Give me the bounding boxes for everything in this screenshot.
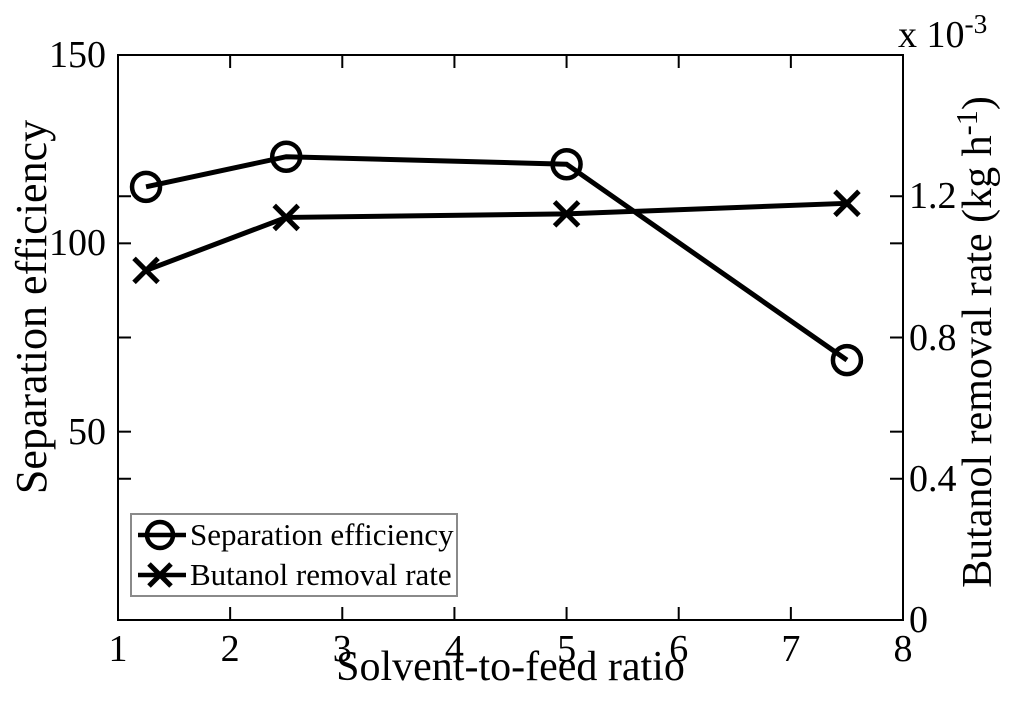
left-y-tick-label: 150	[49, 34, 106, 76]
exponent-base-text: x 10	[898, 14, 965, 56]
x-marker	[552, 200, 581, 228]
series-line-x	[145, 200, 848, 273]
x-tick-label: 5	[557, 628, 577, 670]
x-marker	[132, 256, 160, 285]
right-y-axis-label-superscript: -1	[950, 110, 984, 136]
right-y-axis-label-close: )	[955, 96, 1001, 111]
legend-entry-label: Separation efficiency	[190, 517, 454, 552]
series-line-circle	[145, 154, 849, 363]
legend-entry-separation-efficiency: Separation efficiency	[132, 515, 456, 555]
x-marker	[272, 203, 300, 232]
right-y-tick-label: 0.4	[909, 457, 957, 500]
left-y-tick-label: 100	[49, 222, 106, 265]
right-y-axis-label-text: Butanol removal rate (kg h	[955, 135, 1001, 588]
x-axis-label: Solvent-to-feed ratio	[336, 644, 685, 690]
right-y-axis-label: Butanol removal rate (kg h-1)	[950, 42, 1003, 642]
x-tick-label: 2	[220, 628, 240, 670]
x-marker	[833, 189, 861, 218]
legend-circle-marker	[144, 519, 176, 551]
x-marker-legend-icon	[138, 562, 186, 588]
right-y-tick-label: 1.2	[909, 175, 957, 218]
x-tick-label: 3	[332, 628, 352, 670]
x-tick-label: 4	[444, 628, 464, 670]
right-axis-exponent-label: x 10-3	[898, 10, 987, 56]
circle-marker-legend-icon	[138, 519, 186, 551]
legend-entry-label: Butanol removal rate	[190, 557, 452, 592]
left-y-axis-label: Separation efficiency	[7, 119, 56, 495]
circle-marker	[830, 343, 864, 377]
right-y-tick-label: 0.8	[909, 316, 957, 359]
right-y-tick-label: 0	[909, 599, 928, 641]
x-tick-label: 8	[893, 628, 913, 670]
circle-marker	[550, 147, 583, 181]
legend-entry-butanol-removal-rate: Butanol removal rate	[132, 555, 456, 595]
circle-marker	[269, 140, 303, 173]
exponent-superscript: -3	[964, 9, 988, 39]
x-tick-label: 6	[669, 628, 689, 670]
circle-marker	[129, 170, 163, 204]
x-tick-label: 7	[781, 628, 801, 670]
legend-box: Separation efficiency Butanol removal ra…	[130, 513, 458, 597]
legend-x-marker	[147, 562, 173, 588]
x-tick-label: 1	[108, 628, 128, 670]
left-y-tick-label: 50	[68, 410, 106, 453]
